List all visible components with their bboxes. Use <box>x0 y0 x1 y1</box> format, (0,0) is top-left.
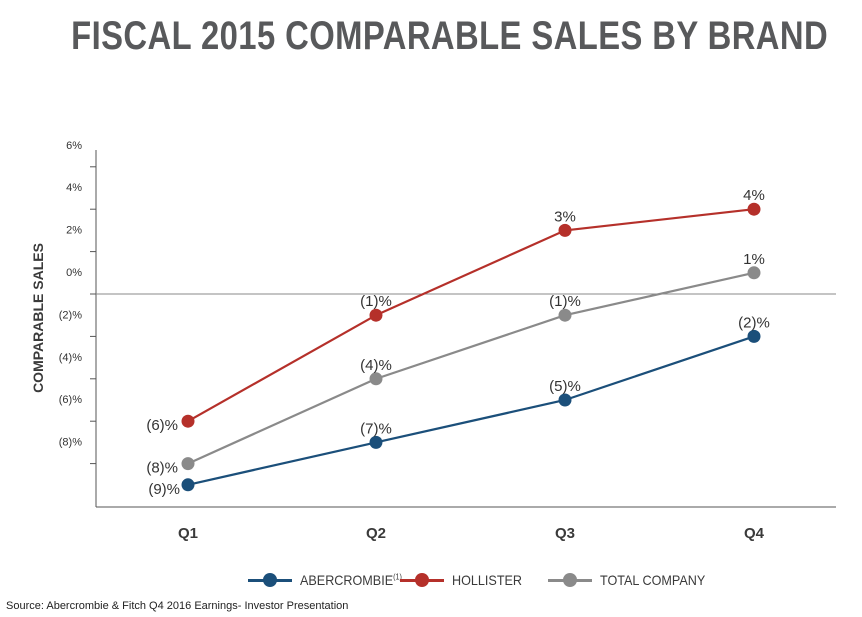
data-point-total-company <box>181 457 195 471</box>
data-point-hollister <box>558 223 572 237</box>
y-tick-label: 4% <box>66 182 82 194</box>
data-point-abercrombie <box>558 393 572 407</box>
data-label-total-company: (4)% <box>360 357 392 374</box>
legend-swatch-total-company <box>548 570 592 590</box>
chart-title: FISCAL 2015 COMPARABLE SALES BY BRAND <box>71 14 828 58</box>
data-point-abercrombie <box>369 435 383 449</box>
legend-label-total-company: TOTAL COMPANY <box>600 572 706 588</box>
data-point-abercrombie <box>181 478 195 492</box>
data-label-hollister: (6)% <box>146 417 178 434</box>
data-point-total-company <box>369 372 383 386</box>
legend-item-abercrombie: ABERCROMBIE(1) <box>248 568 413 592</box>
y-tick-label: (6)% <box>59 394 82 406</box>
y-tick-label: (8)% <box>59 437 82 449</box>
series-line-total-company <box>187 271 755 465</box>
legend-swatch-abercrombie <box>248 570 292 590</box>
x-tick-label: Q3 <box>555 525 575 542</box>
data-label-total-company: (1)% <box>549 293 581 310</box>
data-label-hollister: 4% <box>743 187 765 204</box>
data-label-abercrombie: (7)% <box>360 420 392 437</box>
y-tick-label: (2)% <box>59 309 82 321</box>
x-tick-label: Q2 <box>366 525 386 542</box>
y-tick-label: 0% <box>66 267 82 279</box>
x-tick-label: Q1 <box>178 525 198 542</box>
data-label-abercrombie: (2)% <box>738 314 770 331</box>
y-tick-label: 6% <box>66 140 82 152</box>
series-line-abercrombie <box>187 335 755 486</box>
legend-label-abercrombie: ABERCROMBIE <box>300 572 394 588</box>
y-tick-label: (4)% <box>59 352 82 364</box>
line-chart: 6% 4% 2% 0% (2)% (4)% (6)% (8)% Q1 Q2 Q3 Q4 (8)% (4)%… <box>59 140 836 542</box>
legend-item-hollister: HOLLISTER <box>400 568 530 592</box>
data-label-hollister: 3% <box>554 208 576 225</box>
data-point-hollister <box>181 414 195 428</box>
data-label-abercrombie: (5)% <box>549 378 581 395</box>
x-tick-label: Q4 <box>744 525 765 542</box>
legend-item-total-company: TOTAL COMPANY <box>548 568 717 592</box>
data-point-total-company <box>558 308 572 322</box>
data-point-hollister <box>369 308 383 322</box>
data-point-hollister <box>747 202 761 216</box>
data-label-total-company: 1% <box>743 251 765 268</box>
data-label-total-company: (8)% <box>146 460 178 477</box>
data-label-abercrombie: (9)% <box>148 481 180 498</box>
data-point-total-company <box>747 266 761 280</box>
series-line-hollister <box>187 208 755 423</box>
legend-footnote-marker: (1) <box>393 572 402 582</box>
legend-label-hollister: HOLLISTER <box>452 572 523 588</box>
data-point-abercrombie <box>747 329 761 343</box>
legend-swatch-hollister <box>400 570 444 590</box>
source-note: Source: Abercrombie & Fitch Q4 2016 Earn… <box>6 600 349 612</box>
data-label-hollister: (1)% <box>360 293 392 310</box>
y-tick-label: 2% <box>66 225 82 237</box>
legend: ABERCROMBIE(1) HOLLISTER TOTAL COMPANY <box>0 568 862 592</box>
